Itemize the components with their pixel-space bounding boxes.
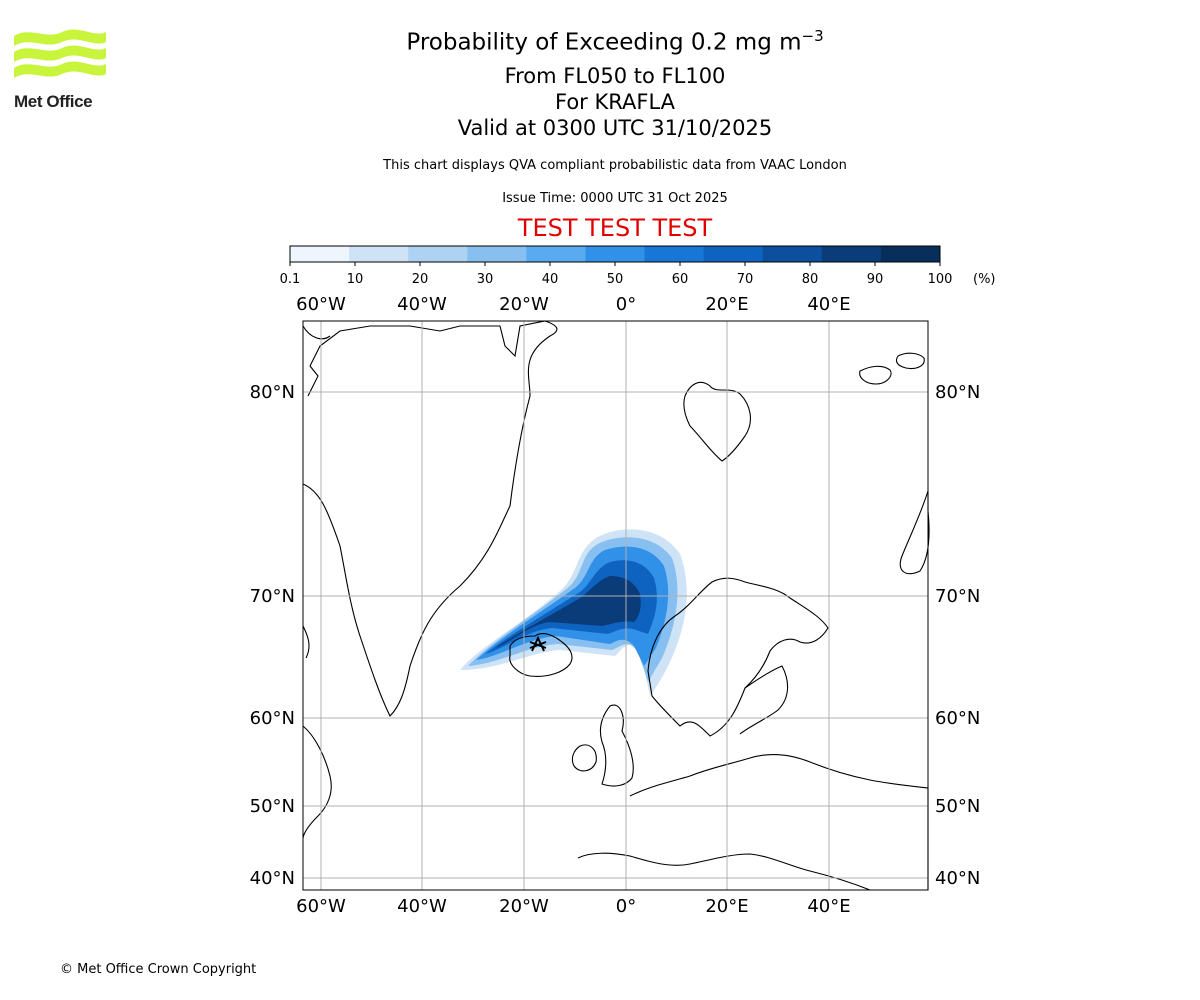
top-lon-label: 20°W <box>499 294 549 315</box>
right-latitude-labels: 80°N 70°N 60°N 50°N 40°N <box>935 382 980 889</box>
left-lat-label: 60°N <box>250 708 295 729</box>
colorbar-tick-label: 20 <box>412 272 429 287</box>
test-banner: TEST TEST TEST <box>517 214 713 242</box>
bottom-lon-label: 20°W <box>499 896 549 917</box>
colorbar-swatch <box>644 246 705 262</box>
colorbar-unit: (%) <box>973 272 996 287</box>
map-panel: 60°W 40°W 20°W 0° 20°E 40°E 60°W 40°W 20… <box>250 294 981 917</box>
colorbar-tick-label: 50 <box>607 272 624 287</box>
colorbar-tick-label: 30 <box>477 272 494 287</box>
colorbar-swatch <box>349 246 409 262</box>
right-lat-label: 60°N <box>935 708 980 729</box>
subtitle-levels: From FL050 to FL100 <box>504 64 726 88</box>
met-office-wave-logo <box>14 29 106 78</box>
colorbar-swatch <box>703 246 764 262</box>
top-lon-label: 20°E <box>705 294 748 315</box>
graticule <box>303 321 928 890</box>
top-lon-label: 40°E <box>807 294 850 315</box>
left-lat-label: 40°N <box>250 868 295 889</box>
colorbar-swatch <box>762 246 823 262</box>
top-lon-label: 40°W <box>397 294 447 315</box>
subtitle-valid-time: Valid at 0300 UTC 31/10/2025 <box>457 116 773 140</box>
colorbar-swatch <box>290 246 350 262</box>
title-superscript: −3 <box>801 27 824 45</box>
bottom-lon-label: 0° <box>616 896 636 917</box>
colorbar-swatch <box>526 246 586 262</box>
issue-time: Issue Time: 0000 UTC 31 Oct 2025 <box>502 191 728 206</box>
colorbar-tick-label: 80 <box>802 272 819 287</box>
colorbar-swatch <box>880 246 941 262</box>
bottom-longitude-labels: 60°W 40°W 20°W 0° 20°E 40°E <box>296 896 850 917</box>
map-frame <box>302 320 929 891</box>
colorbar-tick-label: 40 <box>542 272 559 287</box>
top-longitude-labels: 60°W 40°W 20°W 0° 20°E 40°E <box>296 294 850 315</box>
chart-title: Probability of Exceeding 0.2 mg m−3 <box>0 27 1200 56</box>
right-lat-label: 70°N <box>935 586 980 607</box>
bottom-lon-label: 60°W <box>296 896 346 917</box>
colorbar-tick-label: 70 <box>737 272 754 287</box>
left-lat-label: 50°N <box>250 796 295 817</box>
ash-probability-plume <box>460 529 687 696</box>
bottom-lon-label: 40°E <box>807 896 850 917</box>
colorbar-swatch <box>467 246 527 262</box>
info-text: This chart displays QVA compliant probab… <box>383 158 847 173</box>
copyright-text: © Met Office Crown Copyright <box>60 962 257 977</box>
colorbar-tick-label: 60 <box>672 272 689 287</box>
colorbar-ticks: 0.1 10 20 30 40 50 60 70 80 90 100 <box>280 262 953 287</box>
bottom-lon-label: 40°W <box>397 896 447 917</box>
top-lon-label: 0° <box>616 294 636 315</box>
logo-text: Met Office <box>14 92 93 111</box>
colorbar-swatch <box>408 246 468 262</box>
colorbar-tick-label: 10 <box>347 272 364 287</box>
colorbar-swatches <box>290 246 941 262</box>
left-lat-label: 70°N <box>250 586 295 607</box>
colorbar-tick-label: 90 <box>867 272 884 287</box>
colorbar-swatch <box>821 246 882 262</box>
left-latitude-labels: 80°N 70°N 60°N 50°N 40°N <box>250 382 295 889</box>
right-lat-label: 50°N <box>935 796 980 817</box>
left-lat-label: 80°N <box>250 382 295 403</box>
subtitle-source: For KRAFLA <box>555 90 675 114</box>
right-lat-label: 40°N <box>935 868 980 889</box>
title-text: Probability of Exceeding 0.2 mg m <box>406 29 802 56</box>
colorbar: 0.1 10 20 30 40 50 60 70 80 90 100 (%) <box>280 245 996 287</box>
right-lat-label: 80°N <box>935 382 980 403</box>
bottom-lon-label: 20°E <box>705 896 748 917</box>
met-office-logo: Met Office <box>12 28 112 118</box>
colorbar-swatch <box>585 246 646 262</box>
colorbar-tick-label: 0.1 <box>280 272 301 287</box>
volcano-marker-icon <box>529 635 547 652</box>
colorbar-tick-label: 100 <box>928 272 953 287</box>
top-lon-label: 60°W <box>296 294 346 315</box>
